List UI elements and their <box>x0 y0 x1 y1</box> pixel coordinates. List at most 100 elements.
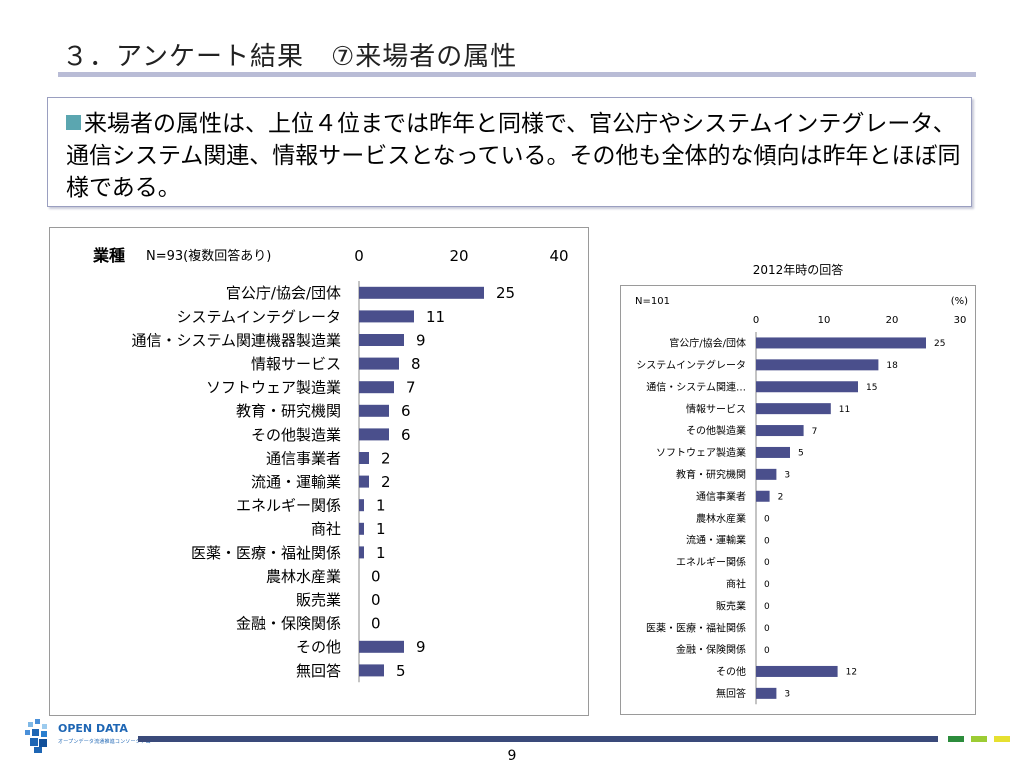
data-label: 5 <box>798 449 804 459</box>
category-label: 通信・システム関連機器製造業 <box>131 331 341 349</box>
category-label: 販売業 <box>296 591 341 609</box>
title-rule <box>58 72 976 77</box>
category-label: ソフトウェア製造業 <box>206 379 341 397</box>
x-tick-label: 0 <box>753 315 759 326</box>
category-label: その他 <box>716 665 746 678</box>
bar <box>756 446 790 458</box>
slide-title: ３．アンケート結果 ⑦来場者の属性 <box>62 42 518 72</box>
x-tick-label: 10 <box>818 315 831 326</box>
category-label: 通信・システム関連… <box>646 380 746 393</box>
data-label: 3 <box>784 690 790 700</box>
data-label: 2 <box>778 492 784 502</box>
footer-bar <box>138 736 938 742</box>
category-label: ソフトウェア製造業 <box>656 446 746 459</box>
industry-chart-frame: 業種 N=93(複数回答あり) 0 20 40 官公庁/協会/団体 25 システムインテグレー… <box>49 227 589 716</box>
data-label: 0 <box>371 567 381 585</box>
data-label: 0 <box>371 591 381 609</box>
category-label: 医薬・医療・福祉関係 <box>191 544 341 562</box>
data-label: 15 <box>866 383 877 393</box>
x-tick-label: 0 <box>354 247 364 265</box>
data-label: 9 <box>416 331 426 349</box>
category-label: 無回答 <box>716 687 746 700</box>
data-label: 0 <box>371 615 381 633</box>
bar <box>359 428 389 441</box>
open-data-logo <box>22 716 132 756</box>
category-label: 販売業 <box>716 599 746 612</box>
chart-unit-label: (%) <box>951 296 968 307</box>
category-label: 商社 <box>726 577 746 590</box>
category-label: 商社 <box>311 520 341 538</box>
category-label: 通信事業者 <box>266 449 341 467</box>
summary-body: 来場者の属性は、上位４位までは昨年と同様で、官公庁やシステムインテグレータ、通信… <box>66 111 961 201</box>
bar <box>359 664 384 677</box>
bar <box>359 357 399 370</box>
data-label: 0 <box>764 602 770 612</box>
category-label: エネルギー関係 <box>236 497 341 515</box>
data-label: 0 <box>764 514 770 524</box>
bar <box>359 310 414 323</box>
category-label: 官公庁/協会/団体 <box>669 337 746 350</box>
bullet-square-icon <box>66 115 81 130</box>
bar <box>756 687 777 699</box>
bar <box>359 522 364 535</box>
chart-subtitle: N=93(複数回答あり) <box>146 248 271 264</box>
category-label: 流通・運輸業 <box>686 534 746 547</box>
category-label: 教育・研究機関 <box>676 468 746 481</box>
data-label: 8 <box>411 355 421 373</box>
category-label: 流通・運輸業 <box>251 473 341 491</box>
category-label: 農林水産業 <box>696 512 746 525</box>
data-label: 3 <box>784 471 790 481</box>
bar <box>756 337 926 349</box>
bar <box>359 381 394 394</box>
chart2-title: 2012年時の回答 <box>752 263 844 277</box>
data-label: 6 <box>401 426 411 444</box>
x-tick-label: 30 <box>954 315 967 326</box>
bar <box>756 359 879 371</box>
category-label: 金融・保険関係 <box>236 615 341 633</box>
category-label: その他 <box>296 638 341 656</box>
category-label: 農林水産業 <box>266 567 341 585</box>
data-label: 9 <box>416 638 426 656</box>
data-label: 1 <box>376 497 386 515</box>
bar <box>359 546 364 559</box>
data-label: 0 <box>764 624 770 634</box>
data-label: 7 <box>812 427 818 437</box>
bar <box>359 499 364 512</box>
category-label: 金融・保険関係 <box>676 643 746 656</box>
data-label: 2 <box>381 449 391 467</box>
footer-square-yellow <box>994 736 1010 742</box>
x-tick-label: 20 <box>449 247 468 265</box>
chart-subtitle: N=101 <box>635 296 670 307</box>
data-label: 18 <box>886 361 898 371</box>
bar <box>756 490 770 502</box>
bar <box>756 425 804 437</box>
data-label: 25 <box>496 284 515 302</box>
industry-2012-chart-frame: N=101 (%) 0 10 20 30 官公庁/協会/団体 25 システムインテグレータ 18 通… <box>620 285 976 715</box>
data-label: 1 <box>376 520 386 538</box>
category-label: 情報サービス <box>251 355 341 373</box>
data-label: 12 <box>846 668 857 678</box>
data-label: 11 <box>426 308 445 326</box>
bar <box>359 640 404 653</box>
category-label: 教育・研究機関 <box>236 402 341 420</box>
bar <box>756 381 858 393</box>
data-label: 6 <box>401 402 411 420</box>
footer-square-lime <box>971 736 987 742</box>
data-label: 0 <box>764 558 770 568</box>
x-tick-label: 40 <box>549 247 568 265</box>
bar <box>359 452 369 464</box>
bar <box>756 468 777 480</box>
category-label: 官公庁/協会/団体 <box>226 284 341 302</box>
data-label: 0 <box>764 536 770 546</box>
category-label: 情報サービス <box>686 402 746 415</box>
category-label: その他製造業 <box>251 426 341 444</box>
data-label: 0 <box>764 580 770 590</box>
data-label: 0 <box>764 646 770 656</box>
category-label: システムインテグレータ <box>636 358 746 371</box>
data-label: 11 <box>839 405 850 415</box>
bar <box>359 286 484 299</box>
bar <box>359 404 389 417</box>
chart-title: 業種 <box>92 246 125 265</box>
data-label: 2 <box>381 473 391 491</box>
